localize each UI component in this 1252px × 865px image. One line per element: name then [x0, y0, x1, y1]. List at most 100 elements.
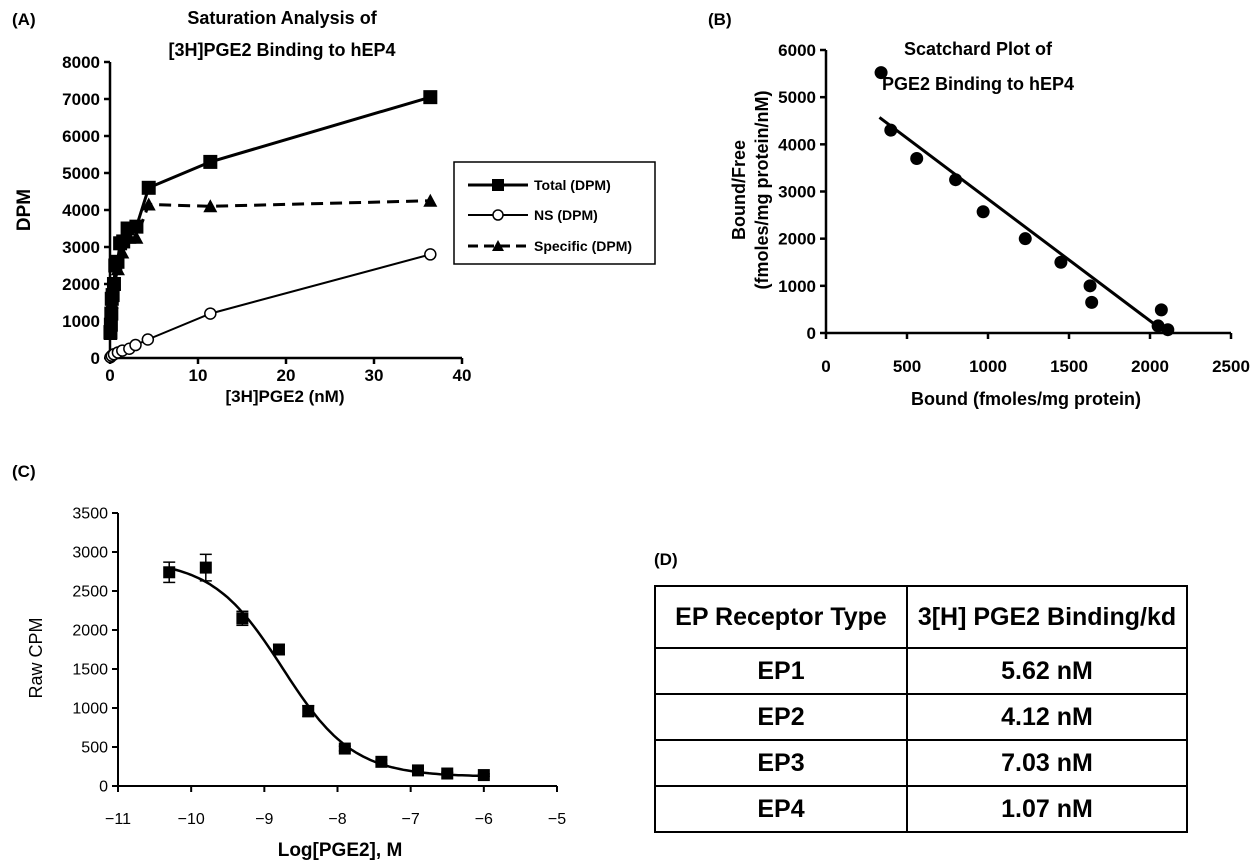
- data-point-circle: [874, 66, 888, 80]
- y-tick-label: 8000: [62, 53, 100, 72]
- panel-c-label: (C): [12, 462, 36, 481]
- table-cell-receptor: EP3: [654, 739, 908, 787]
- x-tick-label: 2000: [1131, 357, 1169, 376]
- data-point-square: [411, 764, 424, 777]
- data-point-circle: [141, 333, 155, 346]
- panel-a-title-line1: Saturation Analysis of: [187, 8, 377, 28]
- panel-a-ylabel: DPM: [14, 189, 35, 231]
- data-point-circle: [1154, 303, 1168, 317]
- legend-total-marker: [492, 179, 504, 191]
- data-point-circle: [129, 338, 142, 352]
- panel-b-axes: 0 500 1000 1500 2000 2500 0 1000 2000 3000 4000 500…: [778, 41, 1250, 376]
- data-point-circle: [910, 151, 924, 165]
- y-tick-label: 6000: [778, 41, 816, 60]
- fit-curve: [168, 566, 481, 778]
- x-tick-label: 0: [105, 366, 114, 385]
- data-point-circle: [424, 248, 437, 261]
- legend-total-label: Total (DPM): [534, 177, 611, 193]
- y-tick-label: 3000: [62, 238, 100, 257]
- series-line: [109, 253, 431, 358]
- legend-ns-marker: [492, 209, 504, 221]
- y-tick-label: 2000: [778, 230, 816, 249]
- y-tick-label: 1500: [72, 662, 108, 679]
- data-point-square: [163, 566, 176, 579]
- data-point-square: [375, 755, 388, 768]
- table-row: EP3 7.03 nM: [654, 739, 1188, 787]
- y-tick-label: 2000: [62, 275, 100, 294]
- panel-a-series: [103, 90, 438, 364]
- x-tick-label: 40: [453, 366, 472, 385]
- data-point-circle: [1054, 255, 1068, 269]
- panel-c-series: [163, 553, 490, 782]
- panel-b-label: (B): [708, 10, 732, 29]
- data-point-square: [302, 705, 315, 718]
- series-line: [108, 199, 431, 335]
- data-point-circle: [884, 123, 898, 137]
- data-point-triangle: [106, 277, 121, 290]
- x-tick-label: 2500: [1212, 357, 1250, 376]
- x-tick-label: 20: [277, 366, 296, 385]
- data-point-triangle: [141, 197, 156, 211]
- y-tick-label: 0: [91, 349, 100, 368]
- panel-a-axes: 0 10 20 30 40 0 1000 2000 3000 4000 5000 6000 7000 80…: [62, 53, 471, 385]
- data-point-circle: [1083, 279, 1097, 293]
- panel-b: (B) Scatchard Plot of PGE2 Binding to hE…: [708, 10, 1250, 409]
- panel-c-axes: −11 −10 −9 −8 −7 −6 −5 0 500 1000 1500 2000 2500 3000…: [72, 506, 566, 828]
- y-tick-label: 1000: [72, 701, 108, 718]
- data-point-triangle: [115, 245, 130, 259]
- y-tick-label: 4000: [62, 201, 100, 220]
- y-tick-label: 0: [99, 779, 108, 796]
- x-tick-label: −9: [255, 811, 273, 828]
- panel-b-title-line1: Scatchard Plot of: [904, 39, 1053, 59]
- data-point-triangle: [110, 262, 125, 276]
- data-point-circle: [976, 205, 990, 219]
- table-row: EP2 4.12 nM: [654, 693, 1188, 741]
- panel-d-label: (D): [654, 550, 678, 569]
- data-point-square: [199, 561, 212, 574]
- x-tick-label: 1000: [969, 357, 1007, 376]
- table-row: EP1 5.62 nM: [654, 647, 1188, 695]
- y-tick-label: 5000: [778, 88, 816, 107]
- panel-a: (A) Saturation Analysis of [3H]PGE2 Bind…: [12, 8, 656, 406]
- data-point-circle: [1085, 295, 1099, 309]
- data-point-circle: [204, 307, 217, 320]
- panel-c-xlabel: Log[PGE2], M: [278, 840, 403, 861]
- y-tick-label: 1000: [778, 277, 816, 296]
- panel-a-xlabel: [3H]PGE2 (nM): [226, 387, 345, 406]
- panel-c: (C) −11 −10 −9 −8 −7 −6 −5 0 500 1000 1500 2000 2500…: [12, 462, 566, 861]
- table-row: EP4 1.07 nM: [654, 785, 1188, 833]
- data-point-square: [477, 769, 490, 782]
- x-tick-label: 0: [821, 357, 830, 376]
- table-header-cell: EP Receptor Type: [654, 585, 908, 649]
- y-tick-label: 3000: [72, 545, 108, 562]
- y-tick-label: 0: [807, 324, 816, 343]
- panel-c-ylabel: Raw CPM: [26, 617, 46, 698]
- y-tick-label: 4000: [778, 135, 816, 154]
- panel-d-table: EP Receptor Type 3[H] PGE2 Binding/kd EP…: [654, 585, 1188, 833]
- table-header-cell: 3[H] PGE2 Binding/kd: [906, 585, 1188, 649]
- panel-b-xlabel: Bound (fmoles/mg protein): [911, 389, 1141, 409]
- panel-a-label: (A): [12, 10, 36, 29]
- x-tick-label: −6: [475, 811, 493, 828]
- data-point-square: [141, 180, 156, 195]
- data-point-circle: [1161, 323, 1175, 337]
- panel-b-ylabel-line1: Bound/Free: [729, 140, 749, 240]
- data-point-triangle: [103, 326, 118, 340]
- y-tick-label: 3500: [72, 506, 108, 523]
- fit-line: [878, 116, 1168, 335]
- panel-b-ylabel-line2: (fmoles/mg protein/nM): [752, 91, 772, 290]
- table-header-row: EP Receptor Type 3[H] PGE2 Binding/kd: [654, 585, 1188, 649]
- legend-specific-label: Specific (DPM): [534, 238, 632, 254]
- y-tick-label: 2000: [72, 623, 108, 640]
- data-point-triangle: [203, 199, 218, 213]
- panel-a-legend: Total (DPM) NS (DPM) Specific (DPM): [453, 161, 656, 265]
- x-tick-label: 1500: [1050, 357, 1088, 376]
- x-tick-label: −11: [105, 811, 131, 828]
- table-cell-receptor: EP1: [654, 647, 908, 695]
- table-cell-kd: 7.03 nM: [906, 739, 1188, 787]
- legend-specific-marker: [492, 240, 504, 251]
- data-point-circle: [1018, 232, 1032, 246]
- x-tick-label: 30: [365, 366, 384, 385]
- panel-b-series: [874, 66, 1175, 337]
